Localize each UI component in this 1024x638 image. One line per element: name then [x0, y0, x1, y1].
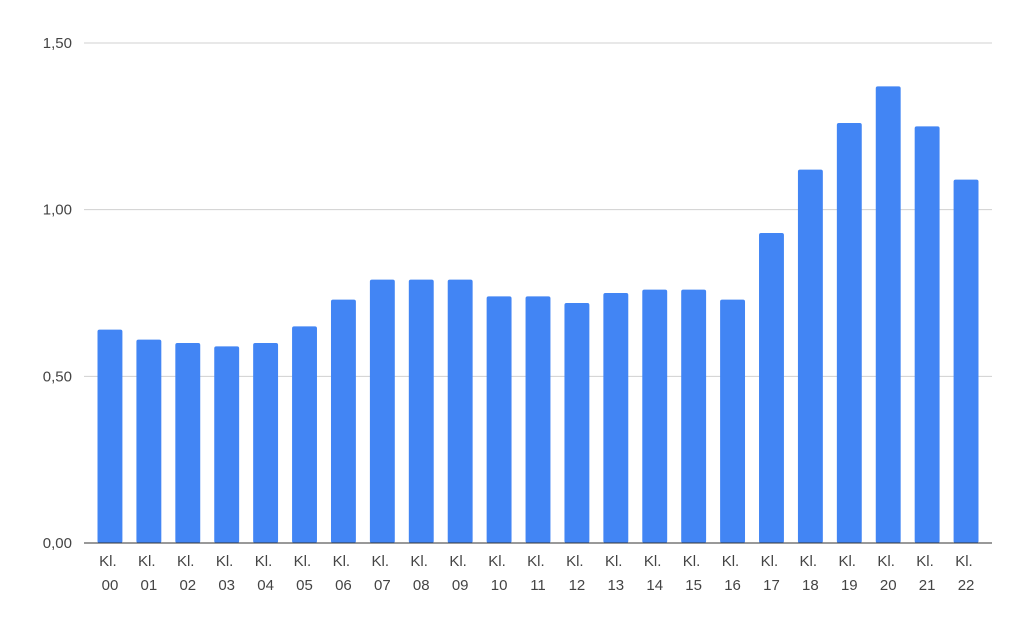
y-tick-label: 0,50	[43, 368, 72, 385]
bar	[720, 299, 746, 543]
bar	[175, 343, 201, 543]
x-tick-label: Kl. 12	[566, 553, 588, 594]
x-tick-label: Kl. 02	[177, 553, 199, 594]
bar	[330, 299, 356, 543]
x-tick-label: Kl. 01	[138, 553, 160, 594]
x-tick-label: Kl. 00	[99, 553, 121, 594]
bar	[525, 296, 551, 543]
bar	[603, 293, 629, 543]
bar	[759, 233, 784, 543]
x-tick-label: Kl. 21	[916, 553, 938, 594]
bar	[953, 179, 979, 543]
y-tick-label: 1,50	[43, 35, 72, 52]
x-tick-label: Kl. 14	[644, 553, 666, 594]
bar	[914, 126, 940, 543]
bar	[797, 169, 823, 543]
x-tick-label: Kl. 10	[488, 553, 510, 594]
x-tick-label: Kl. 03	[216, 553, 238, 594]
bar	[486, 296, 512, 543]
bar	[253, 343, 279, 543]
x-tick-label: Kl. 22	[955, 553, 977, 594]
bar	[214, 346, 240, 543]
bar	[642, 289, 668, 543]
bar	[369, 279, 395, 543]
bar	[97, 329, 123, 543]
x-tick-label: Kl. 05	[294, 553, 316, 594]
x-tick-label: Kl. 11	[527, 553, 549, 594]
y-tick-label: 0,00	[43, 535, 72, 552]
x-tick-label: Kl. 06	[333, 553, 355, 594]
x-tick-label: Kl. 15	[683, 553, 705, 594]
x-tick-label: Kl. 18	[800, 553, 822, 594]
x-tick-label: Kl. 13	[605, 553, 627, 594]
bar	[447, 279, 473, 543]
x-tick-label: Kl. 08	[410, 553, 432, 594]
bar	[408, 279, 434, 543]
bar	[836, 123, 862, 543]
x-tick-label: Kl. 07	[372, 553, 394, 594]
x-tick-label: Kl. 20	[877, 553, 899, 594]
x-tick-label: Kl. 17	[761, 553, 783, 594]
y-tick-label: 1,00	[43, 202, 72, 219]
bar	[875, 86, 901, 543]
bar	[681, 289, 707, 543]
x-tick-label: Kl. 19	[838, 553, 860, 594]
bar	[564, 303, 590, 543]
x-tick-label: Kl. 04	[255, 553, 277, 594]
bar	[136, 339, 162, 543]
x-tick-label: Kl. 09	[449, 553, 471, 594]
x-tick-label: Kl. 16	[722, 553, 744, 594]
bar	[292, 326, 317, 543]
